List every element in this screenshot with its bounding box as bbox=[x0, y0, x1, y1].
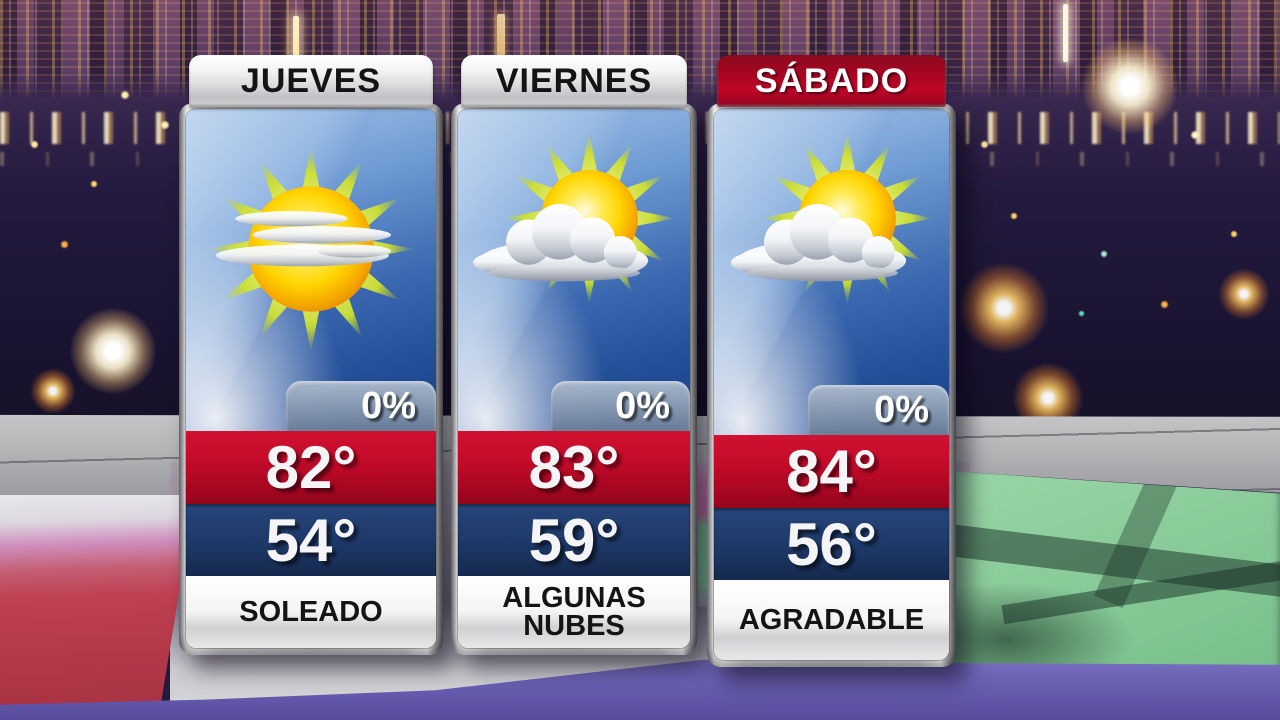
condition-bar: AGRADABLE bbox=[714, 580, 949, 660]
condition-label: SOLEADO bbox=[239, 595, 383, 628]
high-temp-value: 82° bbox=[265, 434, 357, 501]
partly-cloudy-icon bbox=[730, 135, 933, 305]
low-temp-value: 59° bbox=[528, 506, 620, 574]
sky-panel: 0% bbox=[186, 109, 436, 431]
precip-value: 0% bbox=[874, 388, 929, 431]
precip-probability-badge: 0% bbox=[286, 381, 436, 431]
forecast-card-saturday: SÁBADO bbox=[707, 55, 956, 667]
day-label: VIERNES bbox=[495, 61, 653, 100]
precip-value: 0% bbox=[361, 384, 416, 427]
day-label: SÁBADO bbox=[754, 61, 909, 100]
high-temp-bar: 84° bbox=[714, 435, 949, 508]
condition-label: ALGUNAS NUBES bbox=[502, 581, 646, 642]
day-label: JUEVES bbox=[240, 61, 382, 100]
sunny-with-thin-clouds-icon bbox=[208, 146, 414, 352]
precip-value: 0% bbox=[615, 384, 670, 427]
card-frame: 0% 84° 56° AGRADABLE bbox=[707, 103, 956, 667]
streetlight-glow bbox=[30, 368, 76, 414]
high-temp-value: 83° bbox=[528, 434, 620, 501]
sky-panel: 0% bbox=[458, 109, 690, 431]
high-temp-bar: 83° bbox=[458, 431, 690, 504]
card-frame: 0% 83° 59° ALGUNAS NUBES bbox=[451, 103, 697, 655]
streetlight-glow bbox=[958, 262, 1050, 354]
low-temp-value: 56° bbox=[786, 510, 877, 578]
day-header: JUEVES bbox=[189, 55, 433, 107]
low-temp-bar: 56° bbox=[714, 508, 949, 580]
partly-cloudy-icon bbox=[473, 135, 676, 305]
day-header: VIERNES bbox=[461, 55, 687, 107]
precip-probability-badge: 0% bbox=[808, 385, 949, 435]
high-temp-value: 84° bbox=[786, 438, 877, 505]
low-temp-bar: 59° bbox=[458, 504, 690, 576]
precip-probability-badge: 0% bbox=[550, 381, 690, 431]
streetlight-glow bbox=[1082, 38, 1178, 134]
card-frame: 0% 82° 54° SOLEADO bbox=[179, 103, 443, 655]
streetlight-glow bbox=[1218, 268, 1270, 320]
forecast-card-thursday: JUEVES 0% bbox=[179, 55, 443, 655]
low-temp-bar: 54° bbox=[186, 504, 436, 576]
high-temp-bar: 82° bbox=[186, 431, 436, 504]
streetlight-glow bbox=[70, 308, 156, 394]
floor-shadow bbox=[940, 581, 1134, 668]
condition-bar: ALGUNAS NUBES bbox=[458, 576, 690, 648]
studio-red-desk bbox=[0, 495, 184, 720]
studio-green-floor bbox=[940, 470, 1280, 668]
forecast-card-friday: VIERNES bbox=[451, 55, 697, 655]
low-temp-value: 54° bbox=[265, 506, 357, 574]
condition-label: AGRADABLE bbox=[738, 603, 925, 636]
condition-bar: SOLEADO bbox=[186, 576, 436, 648]
day-header-highlighted: SÁBADO bbox=[717, 55, 946, 107]
sky-panel: 0% bbox=[714, 109, 949, 435]
